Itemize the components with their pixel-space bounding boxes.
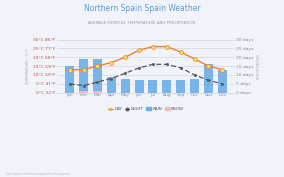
Bar <box>93 59 102 93</box>
Bar <box>176 80 185 93</box>
Bar <box>93 91 102 93</box>
Y-axis label: TEMPERATURE, °C/°F: TEMPERATURE, °C/°F <box>26 48 30 85</box>
Text: hikersbay.com/climate/spain/northernspain: hikersbay.com/climate/spain/northernspai… <box>6 172 71 176</box>
Bar <box>121 79 130 93</box>
Bar <box>149 80 158 93</box>
Bar <box>204 64 213 93</box>
Bar <box>65 66 74 93</box>
Bar <box>135 80 144 93</box>
Bar <box>107 77 116 93</box>
Bar <box>190 79 199 93</box>
Y-axis label: PRECIPITATION: PRECIPITATION <box>256 53 260 79</box>
Text: AVERAGE MONTHLY TEMPERATURE AND PRECIPITATION: AVERAGE MONTHLY TEMPERATURE AND PRECIPIT… <box>88 21 196 25</box>
Text: Northern Spain Spain Weather: Northern Spain Spain Weather <box>84 4 200 13</box>
Bar <box>79 91 88 93</box>
Bar <box>79 59 88 93</box>
Bar <box>218 70 227 93</box>
Legend: DAY, NIGHT, RAIN, SNOW: DAY, NIGHT, RAIN, SNOW <box>106 106 186 113</box>
Bar <box>162 80 171 93</box>
